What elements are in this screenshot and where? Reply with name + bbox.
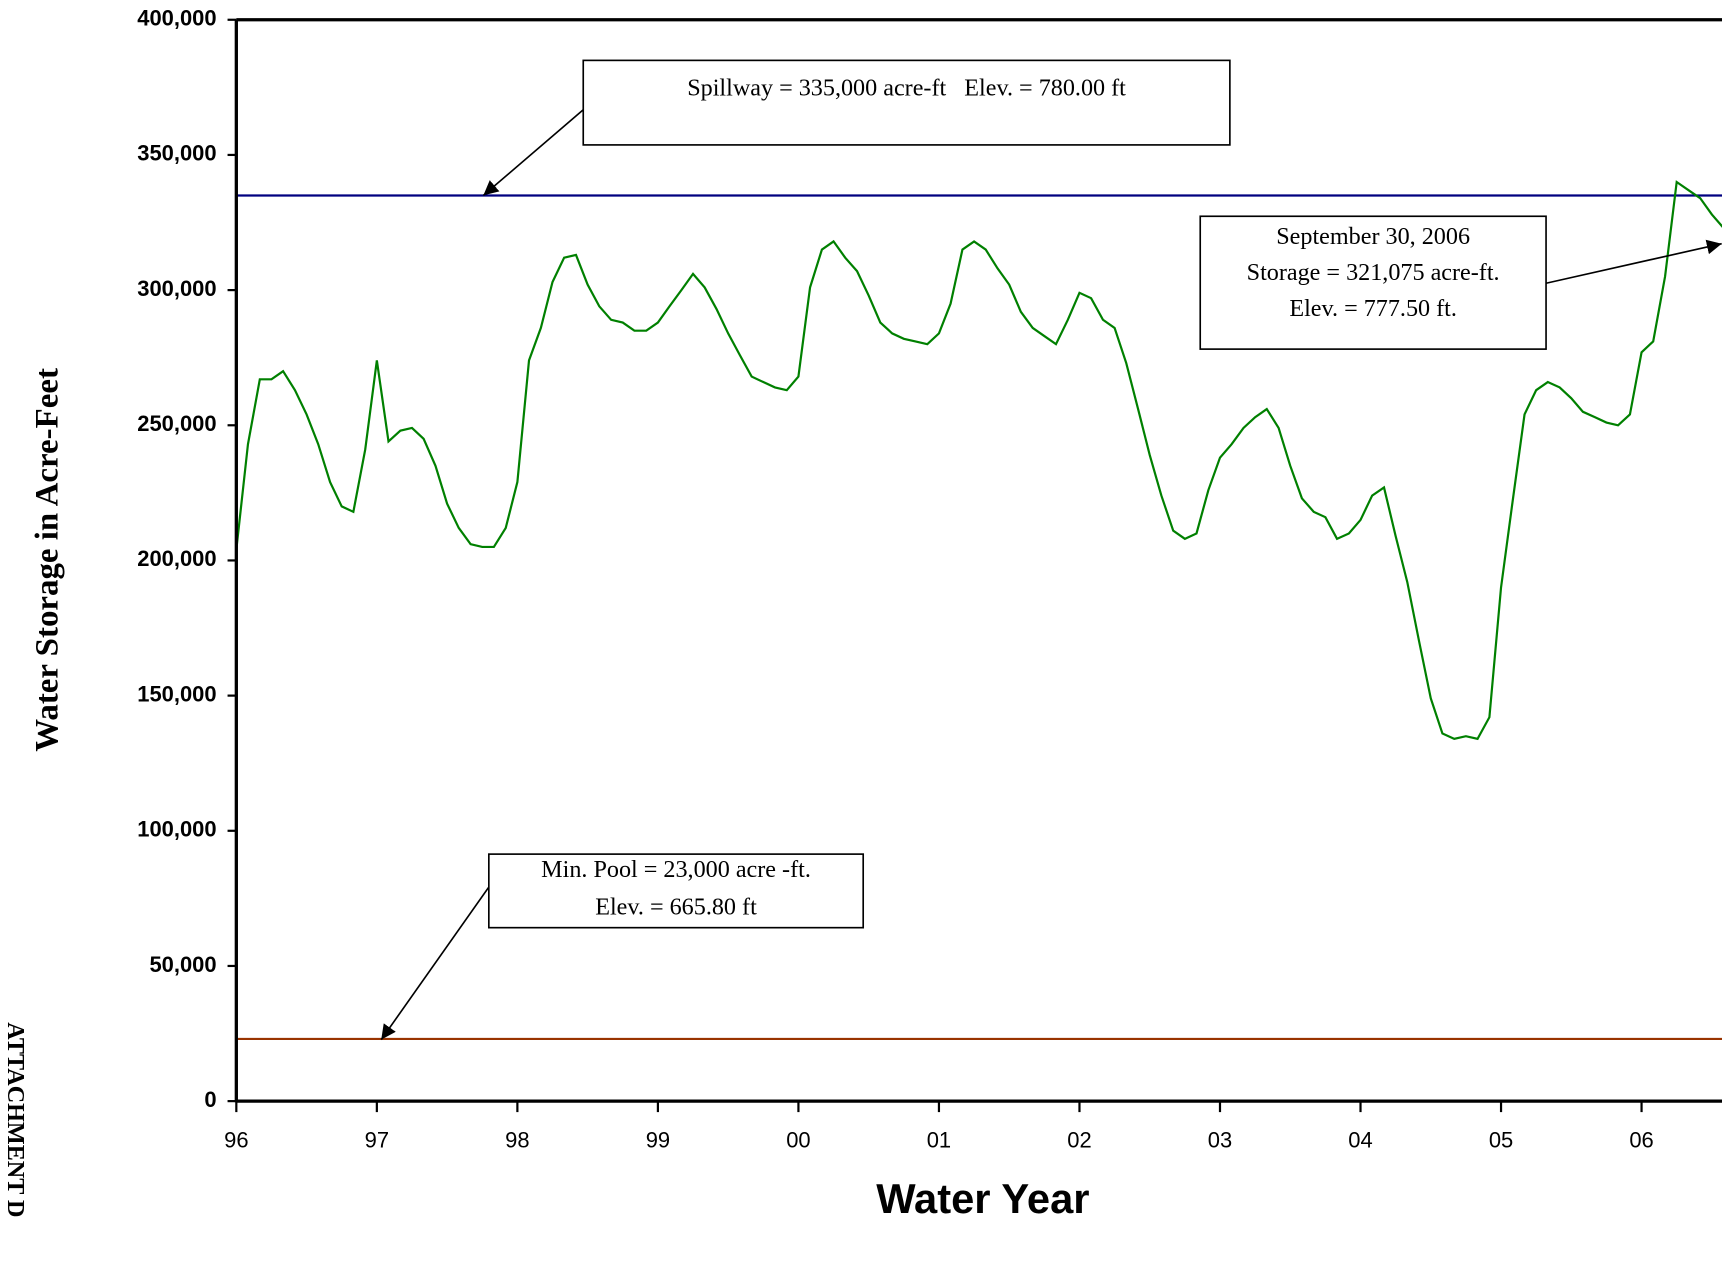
x-tick-label: 04 — [1348, 1128, 1372, 1153]
y-tick-label: 150,000 — [137, 681, 216, 706]
y-tick-label: 400,000 — [137, 6, 216, 31]
y-tick-label: 350,000 — [137, 141, 216, 166]
y-axis-title: Water Storage in Acre-Feet — [29, 368, 65, 752]
y-tick-label: 200,000 — [137, 546, 216, 571]
latest-box — [1199, 215, 1547, 350]
x-tick-label: 01 — [927, 1128, 951, 1153]
x-tick-label: 02 — [1067, 1128, 1091, 1153]
x-tick-label: 00 — [786, 1128, 810, 1153]
x-tick-label: 05 — [1489, 1128, 1513, 1153]
x-tick-label: 98 — [505, 1128, 529, 1153]
y-tick-label: 250,000 — [137, 411, 216, 436]
x-tick-label: 03 — [1208, 1128, 1232, 1153]
spillway-text: Spillway = 335,000 acre-ft Elev. = 780.0… — [687, 75, 1126, 102]
y-tick-label: 300,000 — [137, 276, 216, 301]
x-tick-label: 96 — [224, 1128, 248, 1153]
spillway-arrow — [482, 109, 584, 197]
x-axis-title: Water Year — [876, 1175, 1089, 1222]
min-pool-arrow — [380, 886, 490, 1041]
min-pool-text: Elev. = 665.80 ft — [595, 894, 757, 921]
storage-line — [235, 180, 1722, 741]
latest-text: Storage = 321,075 acre-ft. — [1247, 259, 1500, 286]
latest-arrow — [1545, 239, 1722, 285]
spillway-box — [582, 59, 1231, 146]
x-tick-label: 97 — [365, 1128, 389, 1153]
min-pool-text: Min. Pool = 23,000 acre -ft. — [541, 856, 811, 883]
side-label: ATTACHMENT D — [2, 1022, 29, 1217]
y-tick-label: 100,000 — [137, 817, 216, 842]
x-tick-label: 06 — [1629, 1128, 1653, 1153]
latest-text: September 30, 2006 — [1276, 223, 1470, 250]
y-tick-label: 50,000 — [149, 952, 216, 977]
x-tick-label: 99 — [646, 1128, 670, 1153]
min-pool-box — [488, 853, 865, 929]
latest-text: Elev. = 777.50 ft. — [1289, 295, 1457, 322]
y-tick-label: 0 — [204, 1087, 216, 1112]
